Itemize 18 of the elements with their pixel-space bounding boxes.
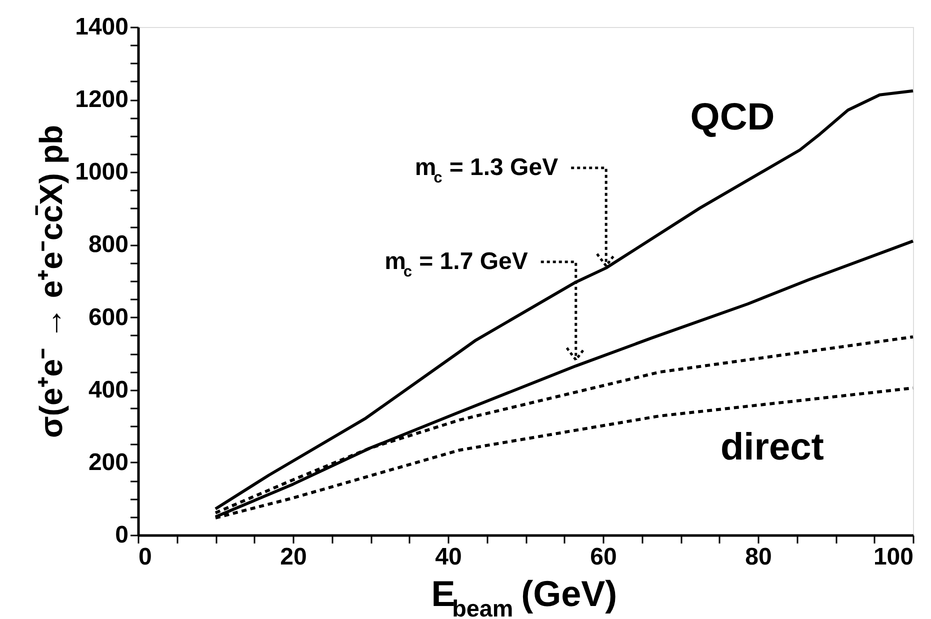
y-axis-title: σ(e⁺e⁻ → e⁺e⁻cc̄X) pb [33, 124, 70, 438]
x-tick-label: 40 [435, 544, 462, 570]
x-tick-label: 20 [280, 544, 307, 570]
y-tick-label: 400 [88, 376, 128, 404]
line-series [214, 89, 914, 510]
x-tick-label: 0 [138, 544, 152, 570]
x-tick-label: 80 [745, 544, 772, 570]
y-tick-label: 1000 [75, 158, 128, 186]
y-tick-label: 1200 [75, 86, 128, 114]
y-tick-label: 0 [115, 522, 128, 548]
annotation: QCD [690, 96, 775, 138]
y-tick-label: 1400 [75, 14, 128, 40]
y-tick-label: 200 [88, 448, 128, 476]
y-tick-label: 600 [88, 304, 128, 331]
annotation: direct [720, 426, 824, 469]
x-tick-label: 100 [873, 544, 914, 570]
x-tick-label: 60 [590, 544, 617, 570]
y-tick-label: 800 [88, 231, 128, 258]
